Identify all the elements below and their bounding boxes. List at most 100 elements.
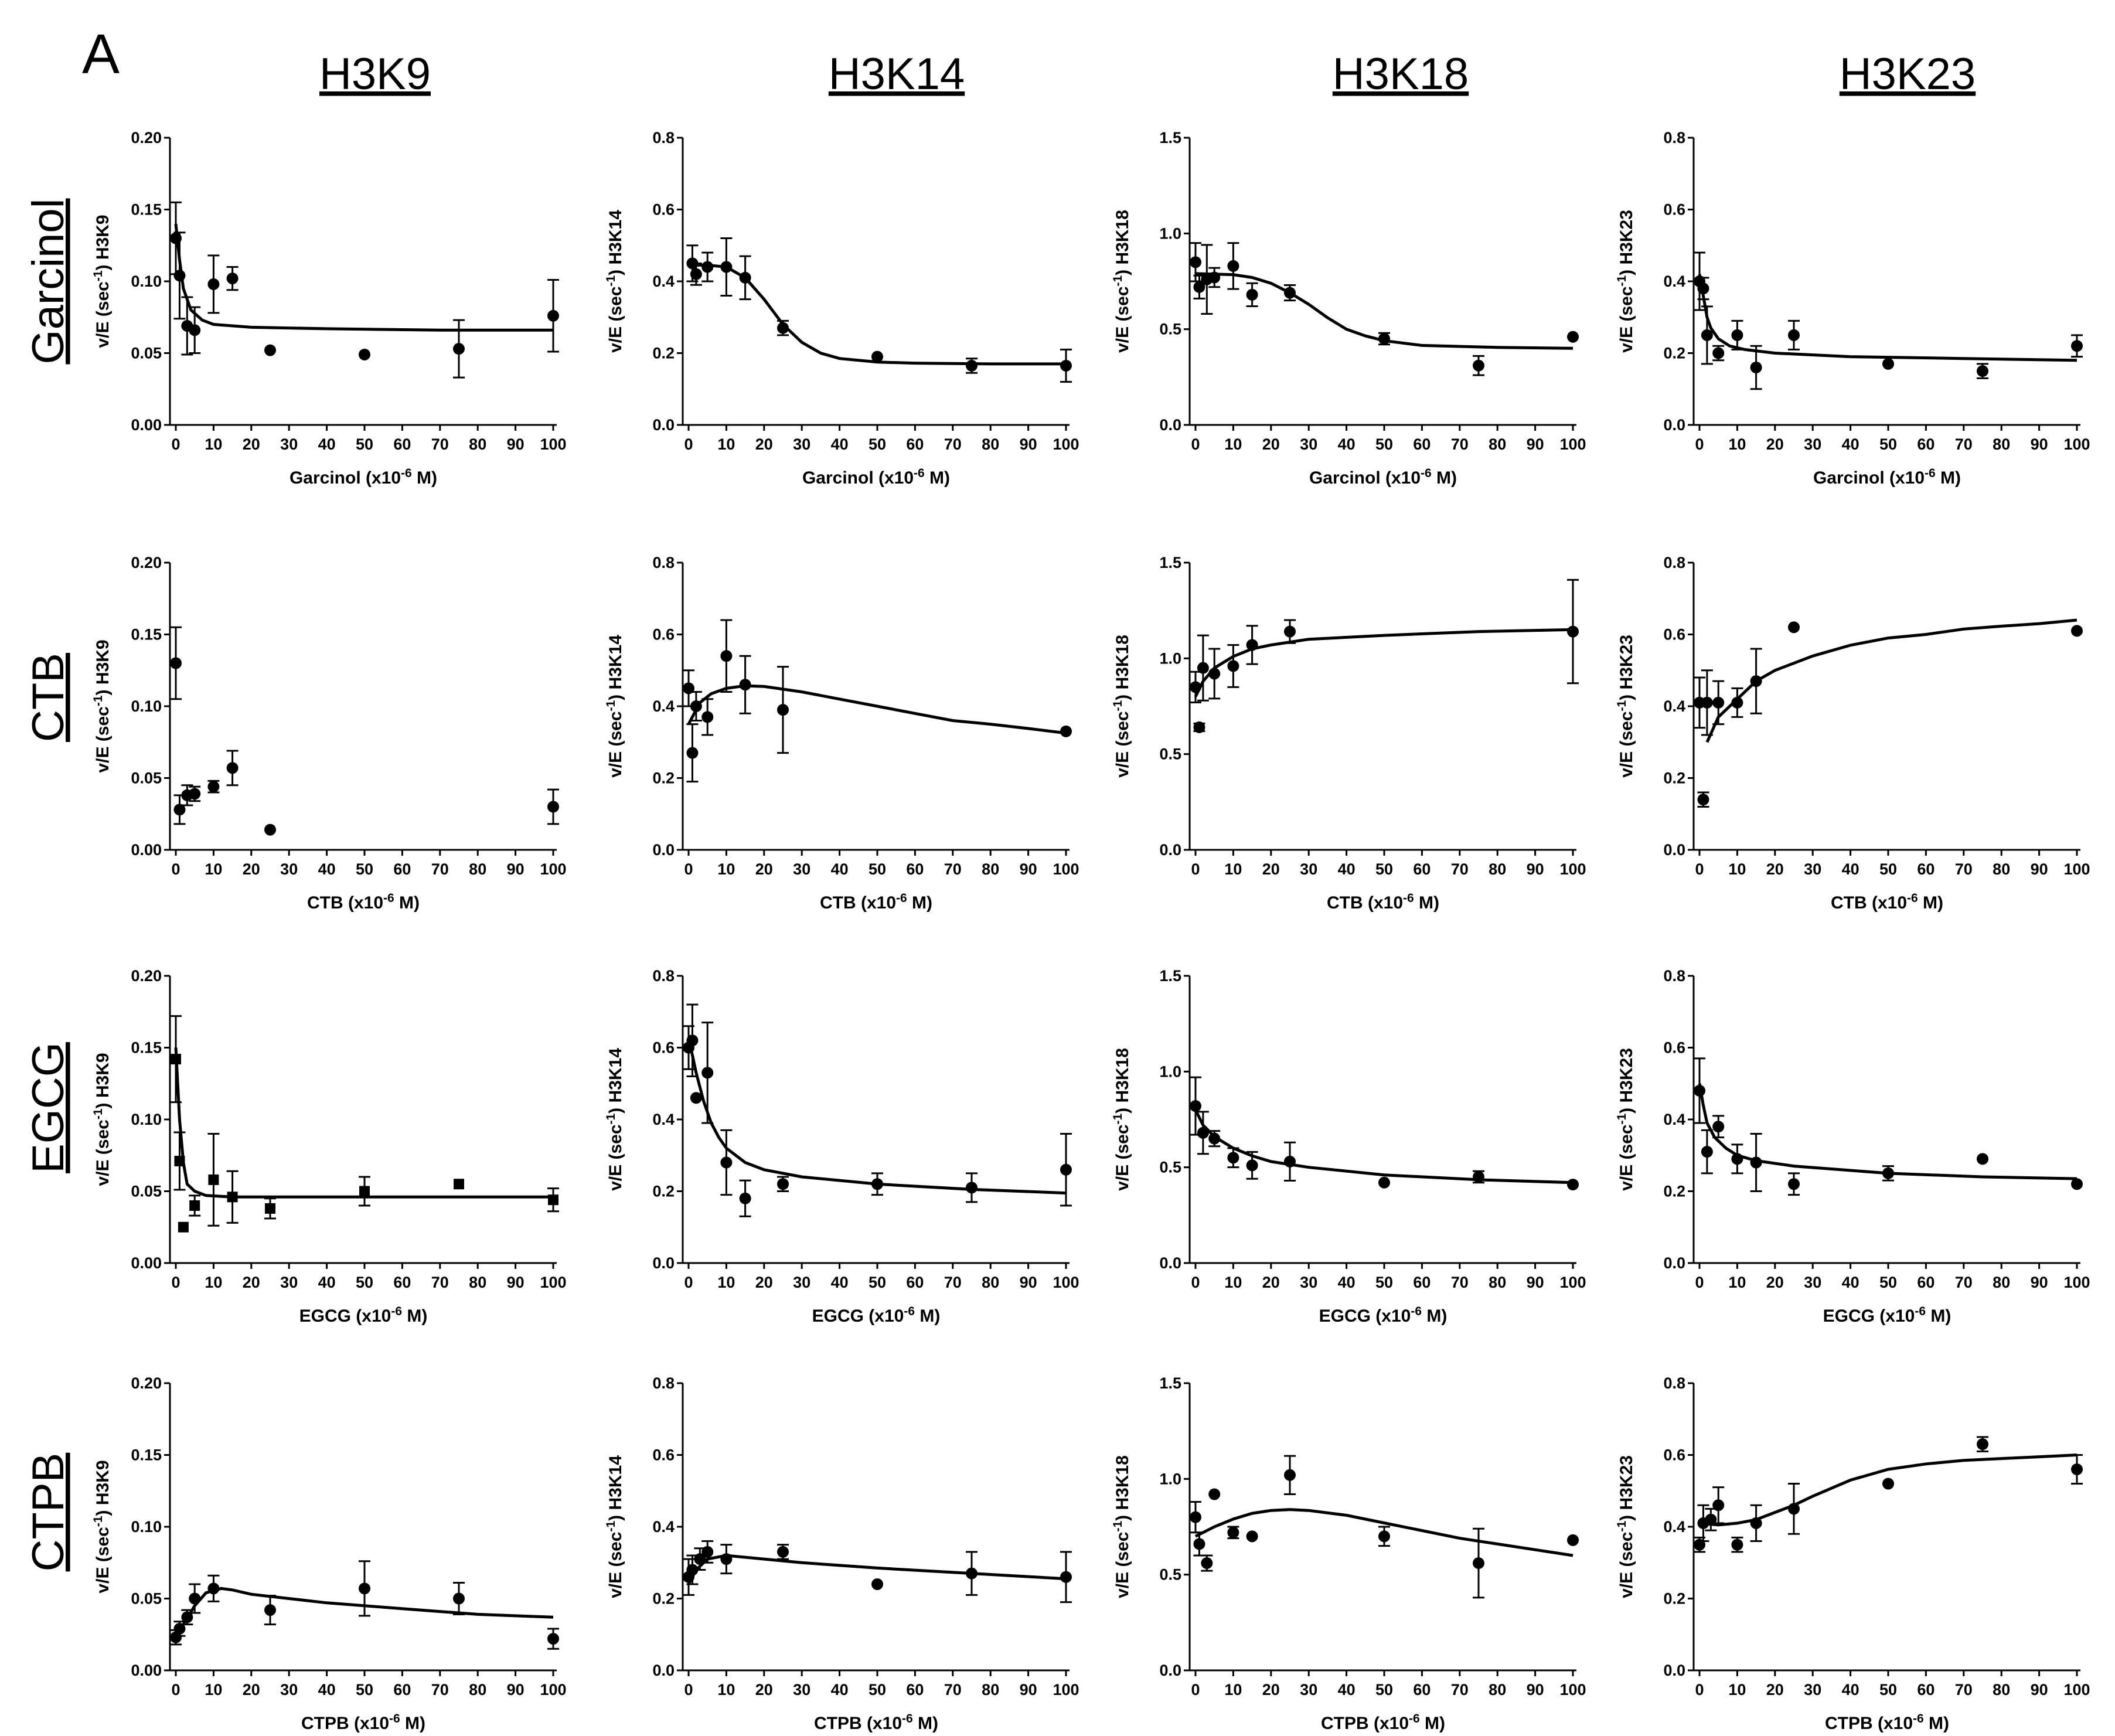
data-point	[1378, 1176, 1390, 1189]
data-point	[265, 1203, 275, 1214]
data-point	[1193, 281, 1205, 293]
x-tick-label: 0	[171, 860, 180, 878]
data-point	[1731, 1153, 1743, 1165]
x-tick-label: 0	[171, 1274, 180, 1291]
data-point	[1567, 625, 1579, 638]
x-tick-label: 50	[356, 860, 373, 878]
data-point	[1567, 1179, 1579, 1191]
data-point	[1750, 1517, 1762, 1529]
x-tick-label: 80	[1489, 435, 1506, 453]
x-tick-label: 70	[944, 860, 962, 878]
chart-panel-12: 0.00 0.05 0.10 0.15 0.20 0 10 20 30 40 50 60 70 80 90 1…	[91, 1374, 567, 1733]
x-axis-label: CTB (x10-6 M)	[1327, 891, 1439, 913]
column-title-h3k9: H3K9	[319, 49, 431, 99]
x-tick-label: 40	[1338, 860, 1355, 878]
y-tick-label: 0.10	[131, 1518, 162, 1536]
data-point	[739, 1192, 751, 1204]
x-tick-label: 70	[944, 1681, 962, 1698]
y-tick-label: 0.20	[131, 554, 162, 571]
x-tick-label: 60	[1917, 1681, 1935, 1698]
data-point	[1060, 725, 1072, 737]
y-axis-label: v/E (sec-1) H3K9	[91, 1053, 113, 1186]
x-tick-label: 20	[1262, 435, 1280, 453]
y-axis-label: v/E (sec-1) H3K23	[1615, 1048, 1637, 1191]
x-tick-label: 90	[507, 1681, 525, 1698]
data-point	[701, 1546, 714, 1558]
data-point	[1788, 1503, 1800, 1515]
y-tick-label: 0.8	[1663, 129, 1685, 147]
data-point	[178, 1221, 189, 1233]
data-point	[1197, 1126, 1209, 1139]
data-point	[1712, 696, 1725, 709]
y-tick-label: 0.0	[652, 841, 675, 859]
x-tick-label: 100	[1559, 1274, 1586, 1291]
y-tick-label: 0.8	[1663, 967, 1685, 985]
data-point	[189, 1200, 200, 1211]
y-tick-label: 0.5	[1159, 321, 1181, 338]
y-tick-label: 0.2	[652, 1590, 675, 1608]
x-axis-label: Garcinol (x10-6 M)	[290, 467, 437, 488]
x-tick-label: 0	[1695, 860, 1704, 878]
x-tick-label: 70	[1955, 860, 1973, 878]
y-tick-label: 0.0	[652, 1662, 675, 1679]
x-tick-label: 30	[1804, 435, 1821, 453]
x-tick-label: 40	[1338, 435, 1355, 453]
x-tick-label: 40	[318, 435, 336, 453]
x-tick-label: 0	[1695, 1681, 1704, 1698]
x-tick-label: 20	[1766, 435, 1784, 453]
fit-curve	[1705, 618, 2077, 743]
x-tick-label: 30	[793, 860, 810, 878]
x-axis-label: EGCG (x10-6 M)	[299, 1305, 428, 1326]
x-tick-label: 20	[755, 1274, 773, 1291]
x-tick-label: 70	[431, 1681, 449, 1698]
data-point	[777, 704, 789, 716]
data-point	[1473, 1171, 1484, 1183]
x-tick-label: 50	[869, 1274, 886, 1291]
y-tick-label: 1.5	[1159, 967, 1181, 985]
x-tick-label: 30	[280, 860, 298, 878]
data-point	[1882, 358, 1894, 370]
y-tick-label: 0.00	[131, 1662, 162, 1679]
x-axis-label: EGCG (x10-6 M)	[1319, 1305, 1448, 1326]
chart-panel-14: 0.0 0.5 1.0 1.5 0 10 20 30 40 50 60 70 80 90 100 CTPB (…	[1111, 1374, 1586, 1733]
x-tick-label: 0	[1191, 860, 1200, 878]
data-point	[701, 261, 714, 273]
chart-panel-11: 0.0 0.2 0.4 0.6 0.8 0 10 20 30 40 50 60 70 80 90 100 EGC…	[1615, 967, 2090, 1326]
x-tick-label: 60	[393, 860, 411, 878]
y-tick-label: 0.10	[131, 697, 162, 715]
data-point	[547, 309, 559, 322]
x-tick-label: 100	[1559, 860, 1586, 878]
data-point	[686, 1564, 699, 1576]
x-tick-label: 90	[1020, 1681, 1037, 1698]
x-tick-label: 80	[469, 1681, 486, 1698]
data-point	[739, 679, 751, 691]
y-axis-label: v/E (sec-1) H3K9	[91, 215, 113, 348]
y-axis-label: v/E (sec-1) H3K18	[1111, 635, 1133, 778]
data-point	[1208, 1132, 1221, 1145]
data-point	[454, 1179, 464, 1190]
data-point	[777, 322, 789, 334]
data-point	[1701, 329, 1713, 341]
data-point	[1712, 347, 1725, 359]
x-tick-label: 10	[1224, 435, 1242, 453]
data-point	[359, 348, 370, 360]
data-point	[1473, 1557, 1484, 1570]
x-tick-label: 40	[1842, 1681, 1859, 1698]
x-tick-label: 20	[1262, 860, 1280, 878]
x-tick-label: 60	[906, 860, 924, 878]
x-tick-label: 70	[1451, 860, 1469, 878]
x-tick-label: 10	[1728, 435, 1746, 453]
chart-panel-6: 0.0 0.5 1.0 1.5 0 10 20 30 40 50 60 70 80 90 100 CTB (x…	[1111, 554, 1586, 913]
x-axis-label: Garcinol (x10-6 M)	[802, 467, 950, 488]
y-tick-label: 0.20	[131, 129, 162, 147]
y-tick-label: 1.0	[1159, 649, 1181, 667]
x-tick-label: 30	[793, 435, 810, 453]
data-point	[1193, 1538, 1205, 1550]
y-axis-label: v/E (sec-1) H3K14	[604, 1455, 626, 1598]
y-tick-label: 0.2	[652, 770, 675, 787]
x-axis-label: CTB (x10-6 M)	[820, 891, 932, 913]
x-tick-label: 30	[1804, 860, 1821, 878]
fit-curve	[1194, 1508, 1574, 1557]
y-tick-label: 0.8	[1663, 1374, 1685, 1392]
